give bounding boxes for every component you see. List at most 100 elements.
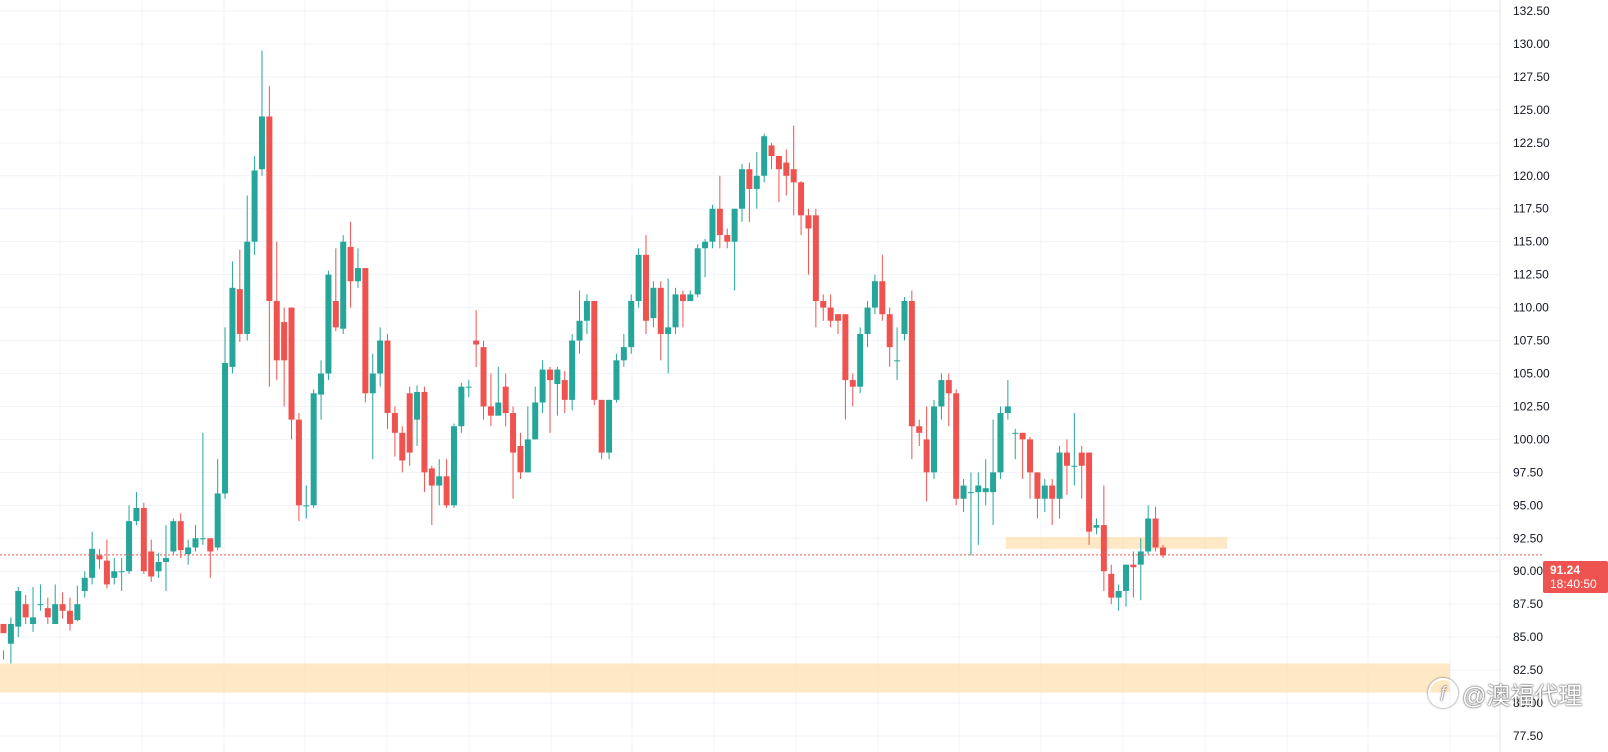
candle [1086,452,1093,545]
candle-body [716,208,723,236]
candle [857,327,864,394]
candle [436,459,443,506]
candle [835,314,842,334]
candle [1123,564,1130,607]
candle [687,290,694,301]
candle-body [916,426,923,433]
candle [428,465,435,526]
candle [709,204,716,249]
candle-body [162,558,169,562]
candle [1145,505,1152,555]
candle-body [620,347,627,361]
candle-body [89,548,96,578]
candle [820,294,827,321]
candle-body [820,301,827,308]
candle [650,281,657,328]
candle-body [266,116,273,301]
candle-body [864,307,871,334]
candle-body [1123,564,1130,591]
candle-body [835,314,842,321]
candle [473,310,480,367]
candle-body [369,373,376,394]
y-tick-label: 130.00 [1513,37,1550,51]
candle [318,360,325,420]
candle [672,287,679,334]
candle [310,389,317,508]
candle-body [185,547,192,555]
candle-body [546,369,553,381]
candle-body [22,604,29,618]
candle [532,386,539,440]
candle [118,558,125,591]
y-tick-label: 87.50 [1513,597,1543,611]
candle [133,492,140,526]
candle-body [236,289,243,334]
candle [842,314,849,420]
candle [30,587,37,632]
candle [1034,472,1041,519]
candle [642,235,649,334]
candle-body [155,562,162,572]
candle [236,249,243,342]
candle-body [901,301,908,334]
candle-body [222,362,229,494]
candle [812,208,819,328]
price-axis[interactable]: 132.50 130.00 127.50 125.00 122.50 120.00 117.… [1499,0,1550,752]
candle [229,261,236,374]
candle [716,175,723,249]
candle [59,592,66,619]
candle [997,406,1004,479]
y-tick-label: 85.00 [1513,630,1543,644]
candle-body [702,241,709,249]
weibo-logo-icon: ƒ [1428,678,1458,708]
candle-body [642,254,649,321]
candle [406,386,413,466]
candle-body [44,608,51,618]
candle-body [871,281,878,308]
candle [827,294,834,328]
candle-body [258,116,265,170]
candle-body [657,287,664,334]
candle-body [295,419,302,506]
candle [1041,478,1048,512]
candle [761,133,768,183]
candle-body [281,322,288,361]
candle [546,366,553,433]
candle [1071,413,1078,486]
candle-body [1137,551,1144,565]
candle-body [450,426,457,506]
candle-body [990,472,997,493]
candle-body [66,610,73,624]
candle [450,423,457,508]
watermark: ƒ @澳福代理 [1428,676,1582,710]
candle-body [207,538,214,552]
candle [362,268,369,403]
candle-body [59,604,66,611]
candle [517,432,524,479]
candle-body [502,386,509,414]
candle [325,270,332,381]
candle [340,235,347,334]
candle [694,244,701,298]
candle [487,373,494,427]
candle [554,366,561,416]
y-tick-label: 115.00 [1513,235,1549,249]
candle-body [960,485,967,499]
y-tick-label: 120.00 [1513,169,1550,183]
candle [768,142,775,170]
candle [347,221,354,308]
candle-body [332,301,339,328]
candle [931,399,938,479]
candle [908,290,915,460]
candle-body [81,577,88,591]
candle-body [318,373,325,395]
candle-body [15,591,22,627]
candle-body [761,136,768,176]
candle-body [325,274,332,374]
candle-body [126,521,133,572]
candle-body [827,307,834,321]
candle-body [694,248,701,295]
candle [244,195,251,341]
candle [148,539,155,582]
